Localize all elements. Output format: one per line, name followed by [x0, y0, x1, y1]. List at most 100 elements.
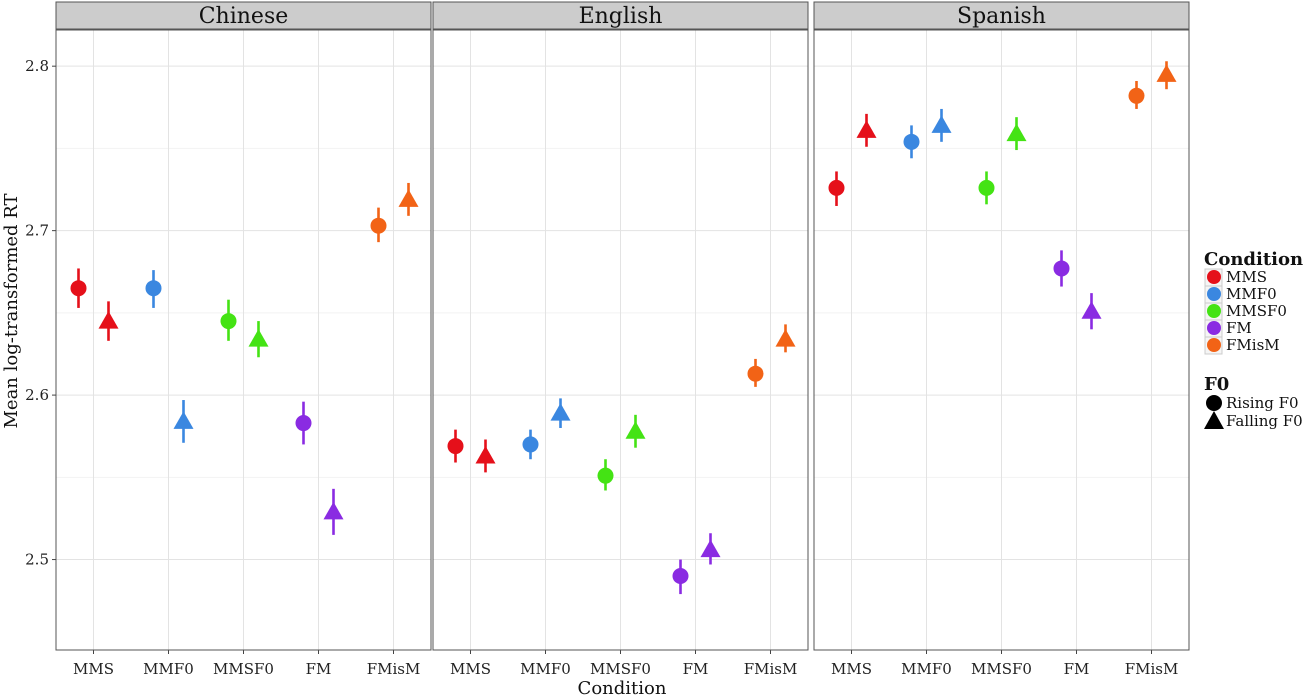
- x-tick-label: MMF0: [901, 660, 952, 678]
- point-marker-triangle: [1156, 64, 1177, 82]
- legend-label: MMS: [1226, 268, 1267, 286]
- legend-shape-title: F0: [1204, 374, 1229, 395]
- panel-border: [432, 29, 809, 651]
- y-tick-label: 2.7: [25, 222, 49, 240]
- legend-label: FM: [1226, 319, 1252, 337]
- legend-label: Rising F0: [1226, 394, 1299, 412]
- x-tick-label: FMisM: [1125, 660, 1179, 678]
- point-marker-circle: [447, 438, 464, 455]
- facet-strip: [55, 1, 432, 30]
- data-point: [1128, 80, 1145, 109]
- axes: Mean log-transformed RT Condition 2.5 2.6…: [1, 57, 667, 699]
- point-marker-triangle: [625, 421, 646, 439]
- y-axis-title: Mean log-transformed RT: [1, 193, 22, 428]
- facet-strip: [432, 1, 809, 30]
- facet-panels: Chinese MMS MMF0 MMSF0 FM FMisM English MMS MMF0…: [55, 1, 1190, 678]
- data-point: [1156, 61, 1177, 90]
- data-point: [1006, 117, 1027, 151]
- legend-swatch: [1207, 338, 1221, 352]
- data-point: [747, 358, 764, 387]
- x-tick-label: FMisM: [367, 660, 421, 678]
- point-marker-triangle: [98, 311, 119, 329]
- point-marker-circle: [70, 280, 87, 297]
- point-marker-triangle: [775, 329, 796, 347]
- point-marker-circle: [903, 133, 920, 150]
- y-tick-label: 2.8: [25, 57, 49, 75]
- data-point: [475, 439, 496, 473]
- data-point: [597, 459, 614, 491]
- point-marker-circle: [145, 280, 162, 297]
- legend-shape-triangle: [1204, 411, 1224, 429]
- point-marker-triangle: [323, 501, 344, 520]
- legend-shape-circle: [1206, 395, 1222, 411]
- point-marker-triangle: [550, 403, 571, 421]
- data-point: [828, 171, 845, 206]
- x-tick-label: FM: [1064, 660, 1090, 678]
- data-point: [398, 182, 419, 216]
- point-marker-circle: [828, 179, 845, 196]
- legend-label: MMF0: [1226, 285, 1277, 303]
- data-point: [522, 429, 539, 460]
- legend-swatch: [1207, 287, 1221, 301]
- point-marker-triangle: [1006, 123, 1027, 142]
- facet-panel-english: English MMS MMF0 MMSF0 FM FMisM: [432, 1, 809, 678]
- legend-item-mms: MMS: [1204, 268, 1267, 287]
- data-point: [700, 533, 721, 565]
- point-marker-triangle: [398, 189, 419, 207]
- facet-strip-label: Chinese: [199, 4, 289, 29]
- x-tick-label: FMisM: [744, 660, 798, 678]
- x-tick-label: MMSF0: [971, 660, 1032, 678]
- point-marker-triangle: [931, 115, 952, 133]
- data-point: [856, 113, 877, 147]
- point-marker-triangle: [856, 120, 877, 138]
- data-point: [145, 270, 162, 308]
- data-point: [550, 398, 571, 428]
- x-tick-label: MMSF0: [213, 660, 274, 678]
- x-tick-label: MMS: [73, 660, 114, 678]
- x-tick-label: MMS: [831, 660, 872, 678]
- point-marker-circle: [978, 179, 995, 196]
- point-marker-circle: [597, 467, 614, 484]
- point-marker-circle: [1053, 260, 1070, 277]
- facet-strip: [813, 1, 1190, 30]
- data-point: [625, 414, 646, 448]
- legend-swatch: [1207, 270, 1221, 284]
- legend-item-fm: FM: [1204, 319, 1252, 338]
- legend-label: MMSF0: [1226, 302, 1287, 320]
- legend-item-mmf0: MMF0: [1204, 285, 1277, 304]
- x-tick-label: MMSF0: [590, 660, 651, 678]
- x-axis-title: Condition: [578, 678, 667, 699]
- data-point: [903, 125, 920, 159]
- point-marker-circle: [747, 365, 764, 382]
- legend-label: Falling F0: [1226, 412, 1303, 430]
- facet-strip-label: English: [579, 4, 663, 29]
- legend-item-mmsf0: MMSF0: [1204, 302, 1287, 321]
- data-point: [323, 488, 344, 535]
- point-marker-triangle: [173, 411, 194, 429]
- data-point: [775, 324, 796, 353]
- data-point: [931, 108, 952, 142]
- x-tick-label: MMF0: [520, 660, 571, 678]
- point-marker-circle: [370, 217, 387, 234]
- legend-item-fmism: FMisM: [1204, 336, 1280, 355]
- facet-panel-chinese: Chinese MMS MMF0 MMSF0 FM FMisM: [55, 1, 432, 678]
- data-point: [672, 559, 689, 595]
- legend-item-falling-f0: Falling F0: [1204, 411, 1303, 430]
- data-point: [1081, 293, 1102, 330]
- y-tick-label: 2.6: [25, 386, 49, 404]
- data-point: [220, 299, 237, 341]
- data-point: [98, 301, 119, 341]
- x-tick-label: FM: [306, 660, 332, 678]
- facet-panel-spanish: Spanish MMS MMF0 MMSF0 FM FMisM: [813, 1, 1190, 678]
- legend-label: FMisM: [1226, 336, 1280, 354]
- point-marker-circle: [672, 567, 689, 584]
- point-marker-triangle: [1081, 301, 1102, 319]
- point-marker-triangle: [248, 329, 269, 347]
- panel-border: [813, 29, 1190, 651]
- data-point: [447, 429, 464, 463]
- legend-swatch: [1207, 321, 1221, 335]
- facet-strip-label: Spanish: [957, 4, 1046, 29]
- data-point: [248, 321, 269, 358]
